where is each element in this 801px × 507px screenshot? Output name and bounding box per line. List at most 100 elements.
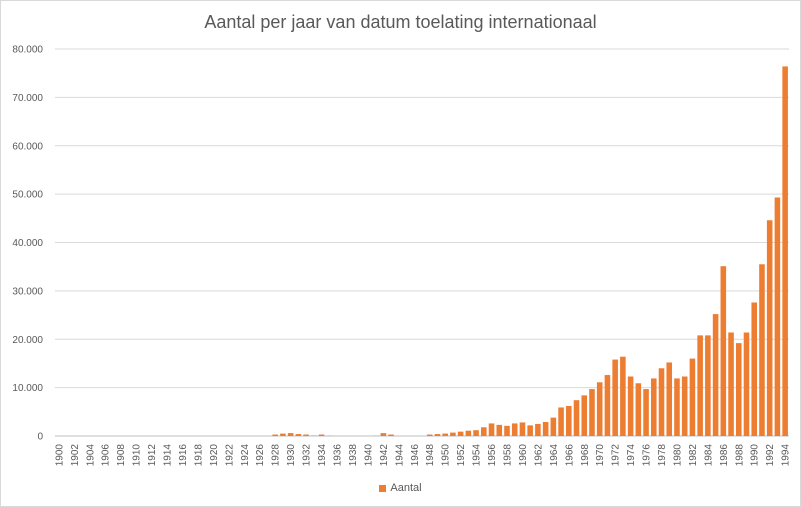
x-tick-label: 1978 (657, 444, 668, 467)
bar-1932 (303, 434, 309, 436)
bar-1992 (766, 220, 773, 436)
x-tick-label: 1908 (116, 444, 127, 467)
bar-1948 (426, 434, 433, 436)
bar-1957 (496, 424, 503, 436)
x-tick-label: 1962 (533, 444, 544, 467)
bar-1982 (689, 358, 696, 436)
legend-label: Aantal (390, 482, 422, 495)
x-tick-label: 1906 (101, 444, 112, 467)
bar-1969 (589, 389, 595, 436)
bar-1970 (596, 382, 603, 436)
x-tick-label: 1904 (85, 444, 96, 467)
x-tick-label: 1900 (54, 444, 65, 467)
bar-1961 (527, 425, 533, 436)
bar-1930 (287, 433, 294, 436)
x-tick-label: 1952 (456, 444, 467, 467)
x-tick-label: 1914 (163, 444, 174, 467)
y-tick-label: 50.000 (12, 190, 43, 201)
bar-1983 (697, 335, 703, 436)
x-tick-label: 1976 (642, 444, 653, 467)
x-tick-label: 1930 (286, 444, 297, 467)
bar-1929 (280, 433, 286, 436)
bar-1976 (643, 389, 649, 436)
bar-1966 (566, 406, 572, 436)
x-tick-label: 1982 (688, 444, 699, 467)
x-tick-label: 1950 (441, 444, 452, 467)
x-tick-label: 1936 (333, 444, 344, 467)
bar-1953 (465, 430, 472, 436)
x-tick-label: 1990 (750, 444, 761, 467)
bar-1943 (388, 434, 394, 436)
x-tick-label: 1988 (734, 444, 745, 467)
bar-1960 (519, 422, 526, 436)
x-tick-label: 1918 (193, 444, 204, 467)
x-tick-label: 1958 (502, 444, 513, 467)
bar-1971 (604, 375, 611, 436)
bar-1985 (712, 314, 719, 436)
bar-1990 (751, 302, 758, 436)
x-tick-label: 1984 (703, 444, 714, 467)
y-tick-label: 0 (37, 432, 43, 443)
x-tick-label: 1992 (765, 444, 776, 467)
x-tick-label: 1956 (487, 444, 498, 467)
x-tick-label: 1960 (518, 444, 529, 467)
y-tick-label: 10.000 (12, 383, 43, 394)
x-tick-label: 1916 (178, 444, 189, 467)
x-tick-label: 1924 (240, 444, 251, 467)
bar-1965 (558, 407, 564, 436)
y-tick-label: 60.000 (12, 141, 43, 152)
x-tick-label: 1940 (363, 444, 374, 467)
bar-1986 (720, 266, 727, 436)
x-tick-label: 1974 (626, 444, 637, 467)
x-tick-label: 1944 (394, 444, 405, 467)
bar-1994 (782, 66, 788, 437)
bar-1949 (434, 434, 441, 436)
bar-1955 (481, 427, 487, 436)
bar-1964 (550, 417, 557, 436)
bar-1988 (736, 343, 742, 436)
x-tick-label: 1902 (70, 444, 81, 467)
x-tick-label: 1954 (472, 444, 483, 467)
bar-1956 (488, 423, 495, 436)
x-tick-label: 1970 (595, 444, 606, 467)
x-tick-label: 1966 (564, 444, 575, 467)
bar-1963 (542, 421, 549, 436)
bar-1993 (774, 197, 781, 436)
bar-1954 (473, 430, 479, 436)
legend: Aantal (0, 482, 801, 494)
bar-1951 (450, 432, 456, 436)
bar-1981 (681, 376, 688, 436)
bar-1950 (442, 433, 448, 436)
bar-1958 (504, 425, 510, 436)
y-tick-label: 70.000 (12, 93, 43, 104)
x-tick-label: 1938 (348, 444, 359, 467)
bar-1968 (581, 395, 588, 436)
x-tick-label: 1972 (611, 444, 622, 467)
bar-1987 (728, 332, 734, 436)
y-tick-label: 40.000 (12, 238, 43, 249)
bar-1959 (511, 423, 518, 436)
y-tick-label: 30.000 (12, 286, 43, 297)
bar-1980 (674, 378, 680, 436)
x-tick-label: 1968 (580, 444, 591, 467)
x-tick-label: 1942 (379, 444, 390, 467)
bar-1977 (651, 378, 657, 436)
bar-1952 (457, 431, 464, 436)
x-tick-label: 1912 (147, 444, 158, 467)
bar-1989 (743, 332, 750, 436)
bar-1991 (759, 264, 765, 436)
x-tick-label: 1910 (132, 444, 143, 467)
bar-1967 (573, 400, 580, 436)
y-tick-label: 20.000 (12, 335, 43, 346)
x-tick-label: 1920 (209, 444, 220, 467)
x-tick-label: 1980 (672, 444, 683, 467)
x-tick-label: 1994 (781, 444, 792, 467)
bar-1979 (666, 362, 673, 436)
x-tick-label: 1922 (224, 444, 235, 467)
bar-1942 (380, 433, 387, 436)
x-tick-label: 1948 (425, 444, 436, 467)
x-tick-label: 1926 (255, 444, 266, 467)
bar-1978 (658, 368, 665, 436)
x-tick-label: 1964 (549, 444, 560, 467)
